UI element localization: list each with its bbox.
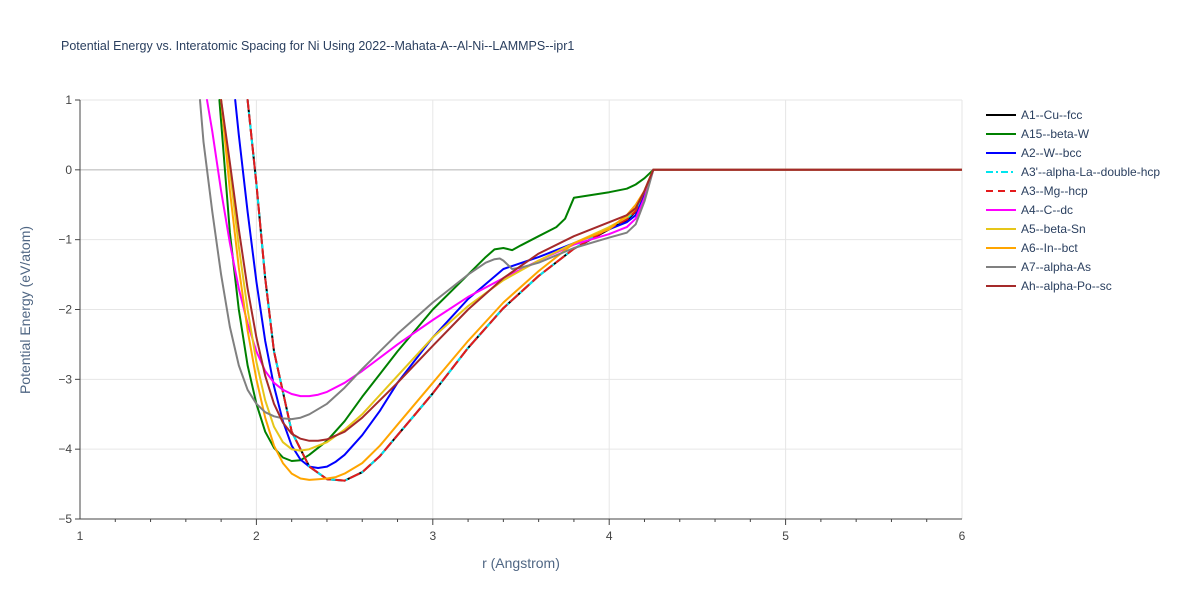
legend-item[interactable]: A3'--alpha-La--double-hcp [986, 165, 1160, 179]
y-tick-label: −1 [58, 233, 72, 247]
legend-item[interactable]: A6--In--bct [986, 241, 1078, 255]
legend-label: A4--C--dc [1021, 203, 1073, 217]
x-tick-label: 6 [959, 529, 966, 543]
x-tick-label: 1 [77, 529, 84, 543]
y-tick-label: 1 [65, 93, 72, 107]
series-line-9[interactable] [199, 99, 962, 421]
x-tick-label: 3 [429, 529, 436, 543]
x-axis-title: r (Angstrom) [482, 555, 560, 571]
legend-item[interactable]: A7--alpha-As [986, 260, 1091, 274]
x-tick-label: 5 [782, 529, 789, 543]
legend-label: A3--Mg--hcp [1021, 184, 1088, 198]
y-tick-label: −4 [58, 442, 72, 456]
x-tick-label: 4 [606, 529, 613, 543]
legend-label: A5--beta-Sn [1021, 222, 1086, 236]
series-line-3[interactable] [234, 99, 962, 469]
legend: A1--Cu--fcc A15--beta-W A2--W--bcc A3'--alp… [986, 108, 1160, 293]
legend-label: A6--In--bct [1021, 241, 1078, 255]
legend-label: A2--W--bcc [1021, 146, 1081, 160]
y-tick-label: −3 [58, 372, 72, 386]
plot-area[interactable] [199, 99, 962, 482]
series-line-8[interactable] [220, 99, 962, 481]
y-tick-label: −2 [58, 303, 72, 317]
chart-title: Potential Energy vs. Interatomic Spacing… [61, 39, 574, 53]
axis-layer: 1 2 3 4 5 6 −5 −4 −3 −2 −1 0 1 [58, 93, 965, 543]
legend-item[interactable]: A1--Cu--fcc [986, 108, 1082, 122]
legend-item[interactable]: A4--C--dc [986, 203, 1073, 217]
y-tick-label: 0 [65, 163, 72, 177]
y-tick-label: −5 [58, 512, 72, 526]
legend-item[interactable]: A3--Mg--hcp [986, 184, 1088, 198]
legend-item[interactable]: Ah--alpha-Po--sc [986, 279, 1112, 293]
series-line-10[interactable] [220, 99, 962, 442]
series-line-2[interactable] [218, 99, 962, 462]
y-axis-title: Potential Energy (eV/atom) [17, 226, 33, 394]
legend-label: Ah--alpha-Po--sc [1021, 279, 1112, 293]
series-line-5[interactable] [246, 99, 962, 482]
legend-item[interactable]: A15--beta-W [986, 127, 1090, 141]
legend-label: A15--beta-W [1021, 127, 1090, 141]
legend-item[interactable]: A2--W--bcc [986, 146, 1081, 160]
legend-item[interactable]: A5--beta-Sn [986, 222, 1086, 236]
legend-label: A3'--alpha-La--double-hcp [1021, 165, 1160, 179]
x-tick-label: 2 [253, 529, 260, 543]
legend-label: A1--Cu--fcc [1021, 108, 1082, 122]
legend-label: A7--alpha-As [1021, 260, 1091, 274]
